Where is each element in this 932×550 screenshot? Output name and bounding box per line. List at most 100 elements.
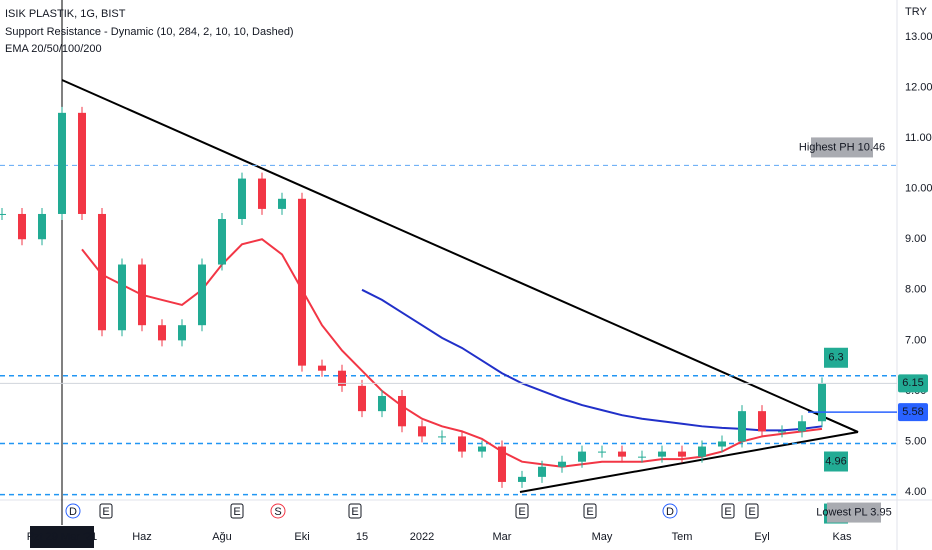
candle xyxy=(258,178,266,209)
trend-line xyxy=(519,431,859,493)
x-tick-label: May xyxy=(592,531,613,543)
level-label: Highest PH 10.46 xyxy=(799,141,885,153)
x-tick-label: 2022 xyxy=(410,531,434,543)
candle xyxy=(338,370,346,386)
y-tick-label: 8.00 xyxy=(905,284,926,296)
level-label: Lowest PL 3.95 xyxy=(816,506,891,518)
price-tag-label: 6.15 xyxy=(902,377,923,389)
event-marker xyxy=(230,503,244,519)
event-label: E xyxy=(518,506,525,518)
x-tick-label: Eyl xyxy=(754,531,769,543)
candle xyxy=(58,112,66,214)
event-marker xyxy=(270,503,286,519)
candle xyxy=(798,421,806,432)
y-tick-label: 11.00 xyxy=(905,132,932,144)
candle xyxy=(478,446,486,452)
candle xyxy=(158,325,166,341)
event-marker xyxy=(721,503,735,519)
candle xyxy=(198,264,206,326)
candle xyxy=(698,446,706,457)
candle xyxy=(118,264,126,331)
candle xyxy=(378,395,386,412)
ema-line xyxy=(81,238,823,468)
event-label: D xyxy=(69,506,77,518)
candle xyxy=(518,476,526,482)
candle xyxy=(38,213,46,240)
y-tick-label: 5.00 xyxy=(905,435,926,447)
candle xyxy=(298,198,306,366)
x-tick-label: 15 xyxy=(356,531,368,543)
level-label-box xyxy=(827,502,881,523)
candle xyxy=(638,456,646,458)
candle xyxy=(438,436,446,438)
level-tag xyxy=(824,451,848,472)
event-label: E xyxy=(351,506,358,518)
event-marker xyxy=(662,503,678,519)
event-marker xyxy=(515,503,529,519)
candle xyxy=(278,198,286,209)
candle xyxy=(218,219,226,265)
candle xyxy=(318,365,326,371)
event-label: E xyxy=(748,506,755,518)
indicator-label: EMA 20/50/100/200 xyxy=(5,43,102,55)
candle xyxy=(738,411,746,442)
y-tick-label: 9.00 xyxy=(905,233,926,245)
event-marker xyxy=(745,503,759,519)
x-tick-label: Haz xyxy=(132,531,152,543)
candle xyxy=(78,112,86,214)
level-label-box xyxy=(811,137,873,158)
candle xyxy=(178,325,186,341)
candle xyxy=(238,178,246,220)
candle xyxy=(458,436,466,452)
symbol-title: ISIK PLASTIK, 1G, BIST xyxy=(5,8,126,20)
candle xyxy=(0,213,6,215)
indicator-label: Support Resistance - Dynamic (10, 284, 2… xyxy=(5,26,294,38)
crosshair-label-box xyxy=(30,526,94,548)
price-tag xyxy=(898,403,928,422)
y-tick-label: 12.00 xyxy=(905,81,932,93)
candle xyxy=(578,451,586,462)
price-tag xyxy=(898,374,928,393)
currency: TRY xyxy=(905,6,927,18)
candle xyxy=(618,451,626,457)
event-marker xyxy=(348,503,362,519)
candle xyxy=(498,446,506,482)
y-tick-label: 10.00 xyxy=(905,183,932,195)
candle xyxy=(678,451,686,457)
event-label: E xyxy=(102,506,109,518)
x-tick-label: Pzt 29 Mar '21 xyxy=(27,531,98,543)
candle xyxy=(398,395,406,427)
candle xyxy=(558,461,566,467)
candle xyxy=(358,385,366,412)
level-tag-label: 6.3 xyxy=(828,352,843,364)
trend-line xyxy=(807,409,859,433)
candle xyxy=(538,466,546,477)
candle xyxy=(778,431,786,433)
x-tick-label: Ağu xyxy=(212,531,232,543)
candle xyxy=(598,451,606,453)
level-tag xyxy=(824,347,848,368)
candle xyxy=(138,264,146,326)
event-marker xyxy=(99,503,113,519)
candle xyxy=(758,411,766,432)
candle xyxy=(418,426,426,437)
candle xyxy=(658,451,666,457)
y-tick-label: 4.00 xyxy=(905,486,926,498)
event-label: E xyxy=(586,506,593,518)
x-tick-label: Kas xyxy=(833,531,852,543)
x-tick-label: Mar xyxy=(493,531,512,543)
ema-line xyxy=(361,288,823,432)
level-tag-label: 4.96 xyxy=(825,455,846,467)
candle xyxy=(718,441,726,447)
y-tick-label: 7.00 xyxy=(905,334,926,346)
event-label: E xyxy=(724,506,731,518)
x-tick-label: Tem xyxy=(672,531,693,543)
candle xyxy=(98,213,106,331)
candle xyxy=(818,383,826,422)
event-label: E xyxy=(233,506,240,518)
event-marker xyxy=(65,503,81,519)
event-label: S xyxy=(274,506,281,518)
event-marker xyxy=(583,503,597,519)
